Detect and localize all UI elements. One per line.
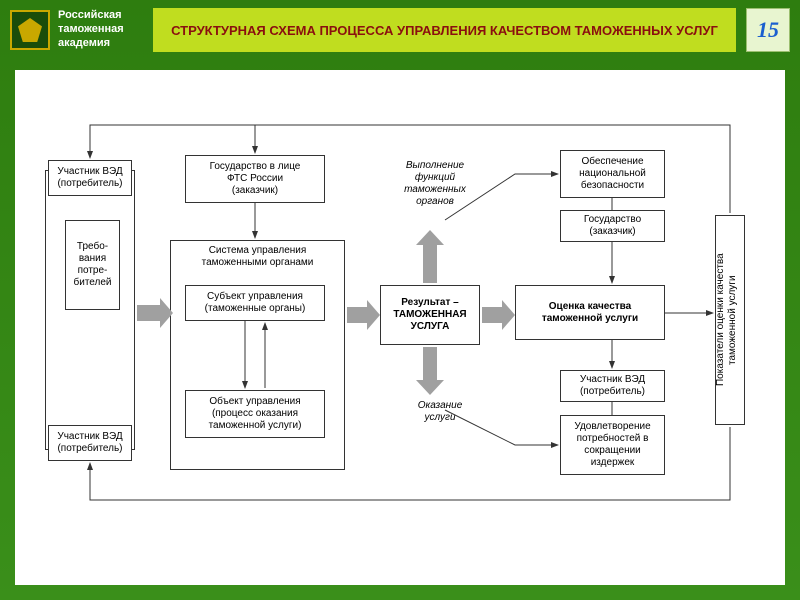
header: Российская таможенная академия СТРУКТУРН… bbox=[0, 0, 800, 60]
node-indicators: Показатели оценки качества таможенной ус… bbox=[715, 220, 745, 420]
node-subject: Субъект управления (таможенные органы) bbox=[185, 285, 325, 321]
label-functions: Выполнение функций таможенных органов bbox=[395, 160, 475, 208]
node-ved-bottom: Участник ВЭД (потребитель) bbox=[48, 425, 132, 461]
page-title: СТРУКТУРНАЯ СХЕМА ПРОЦЕССА УПРАВЛЕНИЯ КА… bbox=[153, 8, 736, 52]
academy-label: Российская таможенная академия bbox=[58, 9, 143, 50]
logo-icon bbox=[10, 10, 50, 50]
diagram-canvas: Участник ВЭД (потребитель) Требо- вания … bbox=[15, 70, 785, 585]
node-quality: Оценка качества таможенной услуги bbox=[515, 285, 665, 340]
node-security: Обеспечение национальной безопасности bbox=[560, 150, 665, 198]
node-state-customer: Государство (заказчик) bbox=[560, 210, 665, 242]
node-system-label: Система управления таможенными органами bbox=[180, 245, 335, 269]
node-satisfaction: Удовлетворение потребностей в сокращении… bbox=[560, 415, 665, 475]
label-service: Оказание услуги bbox=[405, 400, 475, 424]
node-object: Объект управления (процесс оказания тамо… bbox=[185, 390, 325, 438]
node-requirements: Требо- вания потре- бителей bbox=[65, 220, 120, 310]
left-frame bbox=[45, 170, 135, 450]
node-state-fts: Государство в лице ФТС России (заказчик) bbox=[185, 155, 325, 203]
node-result: Результат – ТАМОЖЕННАЯ УСЛУГА bbox=[380, 285, 480, 345]
page-number: 15 bbox=[746, 8, 790, 52]
node-ved-top: Участник ВЭД (потребитель) bbox=[48, 160, 132, 196]
node-ved-consumer: Участник ВЭД (потребитель) bbox=[560, 370, 665, 402]
